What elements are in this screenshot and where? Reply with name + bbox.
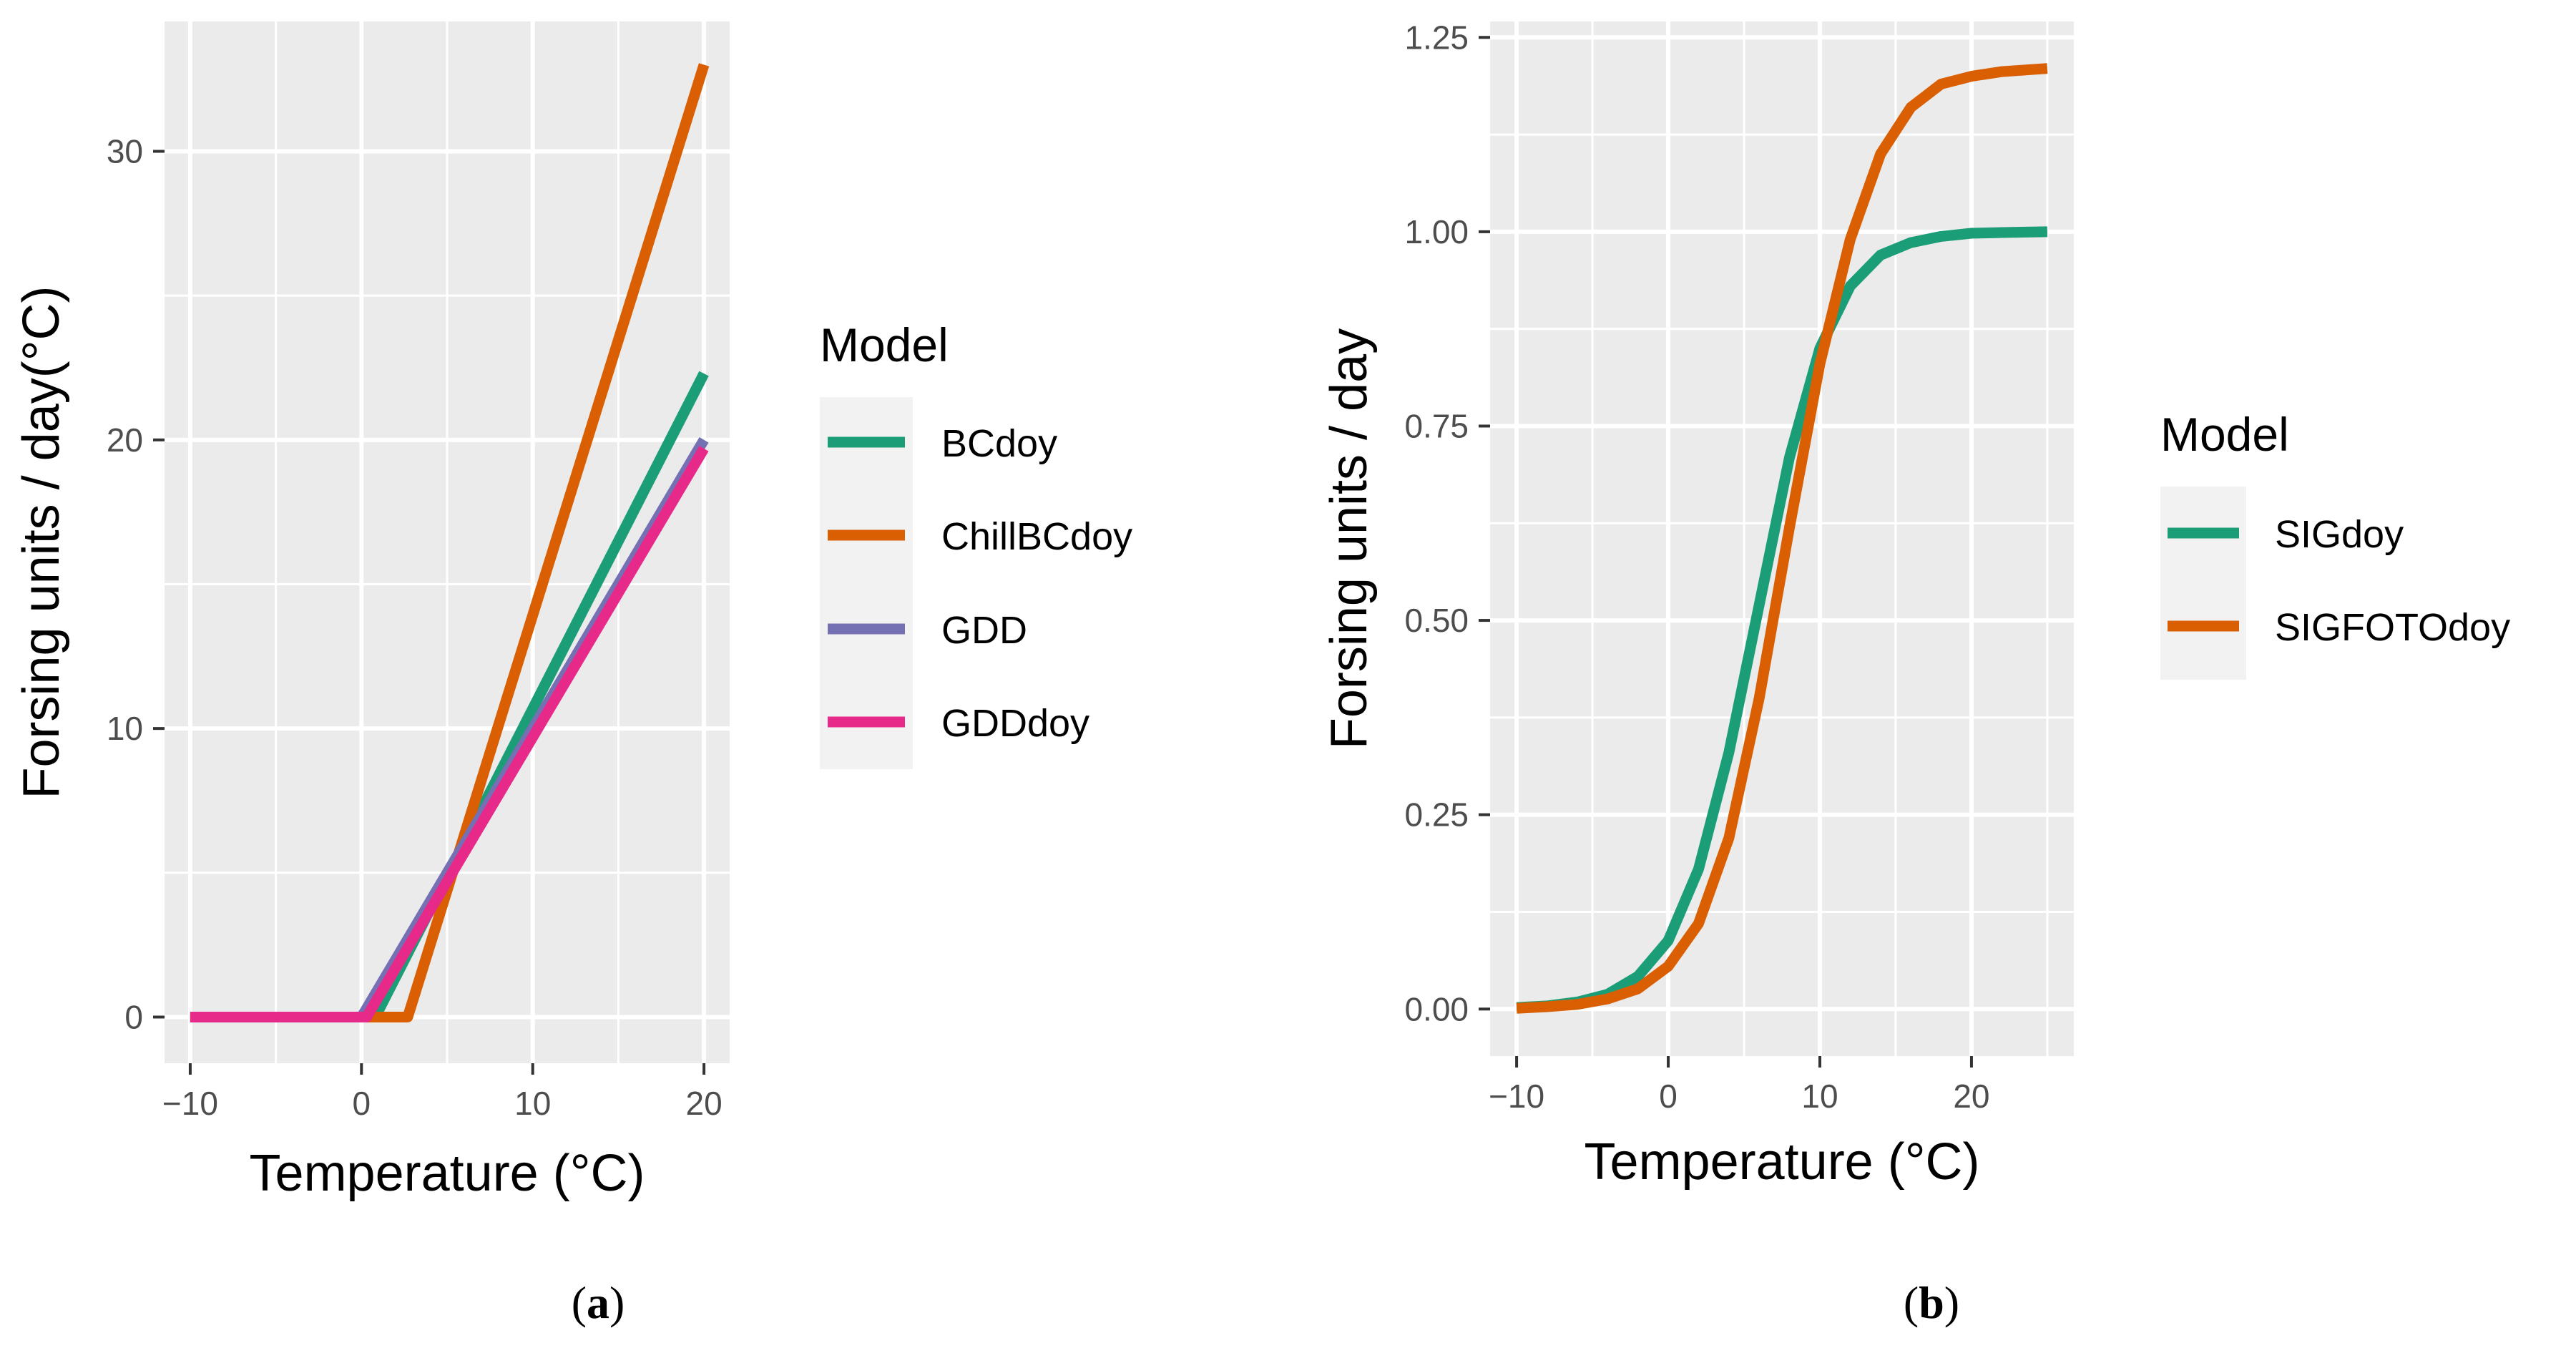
major-gridlines <box>1490 21 2074 1056</box>
legend-label-sigfotodoy: SIGFOTOdoy <box>2275 606 2510 649</box>
y-tick-label: 20 <box>107 421 143 459</box>
series-lines <box>190 63 710 1022</box>
plot-background <box>1490 21 2074 1056</box>
x-tick-label: 20 <box>686 1085 723 1122</box>
legend: Model BCdoy ChillBCdoy GDD GDDdoy <box>820 318 1132 769</box>
y-tick-label: 0.00 <box>1404 990 1469 1027</box>
x-tick-label: −10 <box>162 1085 218 1122</box>
caption-letter: a <box>587 1277 609 1328</box>
panel-caption-a: (a) <box>572 1277 625 1328</box>
panel-caption-b: (b) <box>1904 1277 1959 1328</box>
x-tick-label: 0 <box>1659 1078 1678 1115</box>
x-tick-label: 10 <box>514 1085 551 1122</box>
svg-text:(a): (a) <box>572 1277 625 1328</box>
caption-close-paren: ) <box>609 1277 625 1328</box>
y-tick-label: 1.00 <box>1404 213 1469 250</box>
x-axis-ticks: −10 0 10 20 <box>162 1063 723 1122</box>
legend: Model SIGdoy SIGFOTOdoy <box>2160 408 2510 680</box>
series-line-sigfotodoy <box>1516 63 2048 1014</box>
y-tick-label: 0.25 <box>1404 796 1469 834</box>
y-axis-title: Forsing units / day <box>1321 328 1378 749</box>
x-tick-label: 20 <box>1953 1078 1989 1115</box>
x-tick-label: −10 <box>1489 1078 1544 1115</box>
series-line-gdddoy <box>190 446 709 1022</box>
panel-a: 0 10 20 30 −10 0 10 20 Temperature (°C) Forsin… <box>13 21 1132 1328</box>
legend-title: Model <box>2160 408 2289 461</box>
x-tick-label: 10 <box>1801 1078 1838 1115</box>
y-axis-ticks: 0 10 20 30 <box>107 132 165 1035</box>
legend-label-gdddoy: GDDdoy <box>941 702 1089 745</box>
y-tick-label: 30 <box>107 132 143 170</box>
y-axis-title: Forsing units / day(°C) <box>13 285 70 798</box>
y-axis-ticks: 0.00 0.25 0.50 0.75 1.00 1.25 <box>1404 19 1490 1027</box>
svg-text:(b): (b) <box>1904 1277 1959 1328</box>
legend-label-sigdoy: SIGdoy <box>2275 513 2404 556</box>
legend-label-bcdoy: BCdoy <box>941 422 1057 465</box>
major-gridlines <box>165 21 730 1063</box>
y-tick-label: 0 <box>124 998 143 1035</box>
x-axis-title: Temperature (°C) <box>1585 1133 1980 1191</box>
legend-label-gdd: GDD <box>941 609 1027 652</box>
caption-open-paren: ( <box>1904 1277 1919 1328</box>
x-axis-title: Temperature (°C) <box>250 1145 645 1202</box>
x-axis-ticks: −10 0 10 20 <box>1489 1056 1990 1115</box>
caption-close-paren: ) <box>1944 1277 1959 1328</box>
legend-key-background <box>2160 487 2246 680</box>
y-tick-label: 10 <box>107 710 143 747</box>
caption-letter: b <box>1919 1277 1944 1328</box>
y-tick-label: 0.75 <box>1404 407 1469 444</box>
caption-open-paren: ( <box>572 1277 587 1328</box>
legend-title: Model <box>820 318 949 371</box>
minor-gridlines <box>1490 21 2074 1056</box>
panel-b: 0.00 0.25 0.50 0.75 1.00 1.25 −10 0 10 20 Temper… <box>1321 19 2510 1328</box>
series-lines <box>1516 63 2048 1014</box>
x-tick-label: 0 <box>353 1085 371 1122</box>
y-tick-label: 1.25 <box>1404 19 1469 56</box>
legend-label-chillbcdoy: ChillBCdoy <box>941 515 1132 558</box>
legend-key-background <box>820 397 913 769</box>
y-tick-label: 0.50 <box>1404 602 1469 639</box>
